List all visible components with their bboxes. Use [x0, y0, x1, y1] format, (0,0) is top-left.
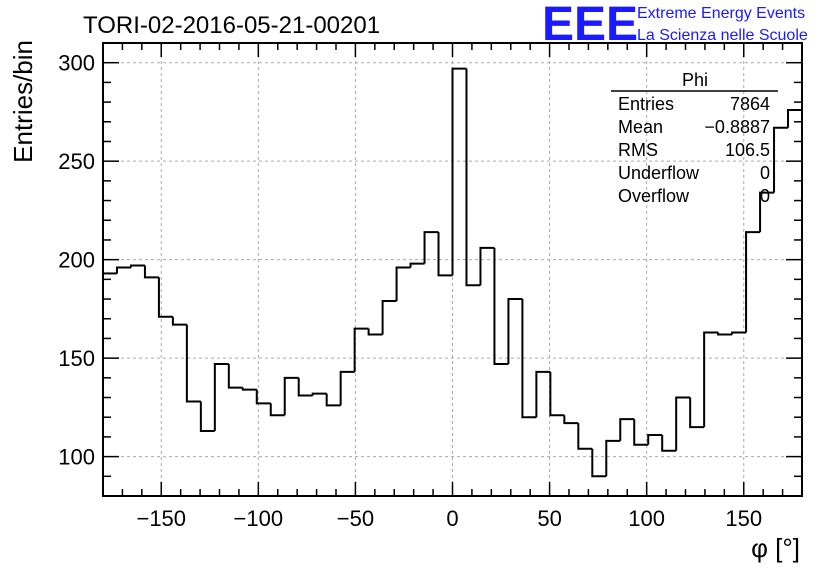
histogram-bin	[521, 299, 537, 419]
histogram-bin	[269, 403, 285, 417]
eee-logo-line1: Extreme Energy Events	[637, 5, 805, 22]
histogram-bin	[689, 397, 705, 429]
histogram-bin	[409, 262, 425, 268]
axis-ticks	[102, 42, 803, 497]
histogram-bin	[297, 377, 313, 397]
histogram-bin	[339, 370, 355, 406]
histogram-bin	[325, 393, 341, 407]
histogram-bin	[605, 439, 621, 477]
x-tick-label: 150	[725, 506, 762, 531]
stats-value-mean: −0.8887	[704, 117, 770, 137]
stats-value-rms: 106.5	[725, 140, 770, 160]
histogram-bin	[619, 418, 635, 441]
histogram-bin	[395, 266, 411, 302]
histogram-bin	[171, 316, 187, 326]
y-axis-title: Entries/bin	[8, 40, 38, 163]
histogram-bin	[367, 328, 383, 336]
histogram-bin	[507, 298, 523, 365]
histogram-bin	[451, 67, 467, 276]
histogram-bin	[577, 423, 593, 450]
stats-label-rms: RMS	[618, 140, 658, 160]
stats-label-mean: Mean	[618, 117, 663, 137]
histogram-bars	[103, 67, 802, 478]
histogram-bin	[675, 396, 691, 451]
y-tick-label: 150	[58, 346, 95, 371]
histogram-bin	[311, 392, 327, 396]
x-axis-title: φ [°]	[751, 533, 800, 563]
histogram-bin	[185, 324, 201, 403]
y-tick-label: 250	[58, 149, 95, 174]
x-tick-label: −50	[337, 506, 374, 531]
histogram-bin	[535, 370, 551, 418]
histogram-bin	[115, 266, 131, 274]
stats-label-entries: Entries	[618, 94, 674, 114]
stats-title: Phi	[682, 70, 708, 90]
y-tick-label: 100	[58, 445, 95, 470]
histogram-bin	[437, 232, 453, 277]
histogram-bin	[479, 246, 495, 286]
x-tick-label: 50	[537, 506, 561, 531]
plot-frame	[102, 42, 803, 497]
histogram-bin	[199, 401, 215, 433]
histogram-bin	[283, 376, 299, 416]
chart-title: TORI-02-2016-05-21-00201	[83, 12, 380, 39]
histogram-bin	[759, 191, 775, 233]
x-tick-label: −100	[234, 506, 284, 531]
histogram-bin	[745, 231, 761, 333]
histogram-bin	[773, 126, 789, 193]
histogram-bin	[465, 68, 481, 287]
histogram-bin	[661, 434, 677, 452]
histogram-bin	[549, 371, 565, 417]
histogram-bin	[423, 231, 439, 264]
histogram-bin	[213, 363, 229, 432]
histogram-bin	[633, 419, 649, 446]
x-tick-label: −150	[136, 506, 186, 531]
y-tick-label: 200	[58, 248, 95, 273]
eee-logo: EEE Extreme Energy Events La Scienza nel…	[542, 0, 808, 51]
histogram-bin	[647, 433, 663, 445]
histogram-bin	[493, 247, 509, 366]
y-tick-label: 300	[58, 51, 95, 76]
eee-logo-line2: La Scienza nelle Scuole	[637, 27, 808, 44]
histogram-bin	[703, 331, 719, 428]
stats-box: Phi Entries 7864 Mean −0.8887 RMS 106.5 …	[611, 70, 778, 206]
histogram-bin	[157, 277, 173, 318]
histogram-bin	[591, 448, 607, 478]
x-tick-label: 100	[628, 506, 665, 531]
eee-logo-mark: EEE	[542, 0, 638, 51]
stats-label-overflow: Overflow	[618, 186, 690, 206]
histogram-bin	[255, 389, 271, 405]
histogram-bin	[353, 327, 369, 372]
histogram-bin	[787, 108, 802, 128]
histogram-bin	[129, 264, 145, 268]
stats-value-entries: 7864	[730, 94, 770, 114]
histogram-bin	[717, 332, 733, 336]
stats-value-overflow: 0	[760, 186, 770, 206]
histogram-bin	[563, 415, 579, 425]
stats-value-underflow: 0	[760, 163, 770, 183]
stats-label-underflow: Underflow	[618, 163, 700, 183]
histogram-bin	[241, 387, 257, 391]
histogram-bin	[381, 300, 397, 335]
histogram-bin	[143, 265, 159, 279]
tick-labels: −150 −100 −50 0 50 100 150 100 150 200 250 300	[58, 51, 762, 531]
histogram-bin	[731, 331, 747, 335]
histogram-bin	[227, 364, 243, 389]
x-tick-label: 0	[446, 506, 458, 531]
